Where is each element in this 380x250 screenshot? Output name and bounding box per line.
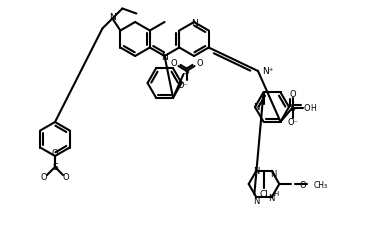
Text: N: N — [253, 166, 260, 175]
Text: N⁺: N⁺ — [262, 67, 274, 76]
Text: S: S — [184, 67, 190, 76]
Text: S: S — [52, 163, 58, 172]
Text: O: O — [41, 173, 48, 182]
Text: O: O — [289, 90, 296, 99]
Text: O: O — [196, 59, 203, 68]
Text: H: H — [274, 190, 279, 196]
Text: O: O — [299, 180, 306, 189]
Text: N: N — [268, 193, 275, 202]
Text: N: N — [109, 13, 116, 22]
Text: O: O — [63, 173, 69, 182]
Text: H: H — [310, 104, 316, 113]
Text: O⁻: O⁻ — [177, 80, 188, 89]
Text: O: O — [303, 104, 310, 113]
Text: N: N — [161, 52, 168, 61]
Text: Cl: Cl — [260, 190, 268, 198]
Text: O: O — [170, 59, 177, 68]
Text: N: N — [191, 18, 197, 28]
Text: N: N — [253, 196, 260, 205]
Text: N: N — [271, 170, 277, 178]
Text: O: O — [52, 149, 58, 158]
Text: CH₃: CH₃ — [313, 180, 328, 189]
Text: S: S — [290, 104, 295, 113]
Text: N: N — [253, 102, 260, 111]
Text: O⁻: O⁻ — [287, 118, 298, 127]
